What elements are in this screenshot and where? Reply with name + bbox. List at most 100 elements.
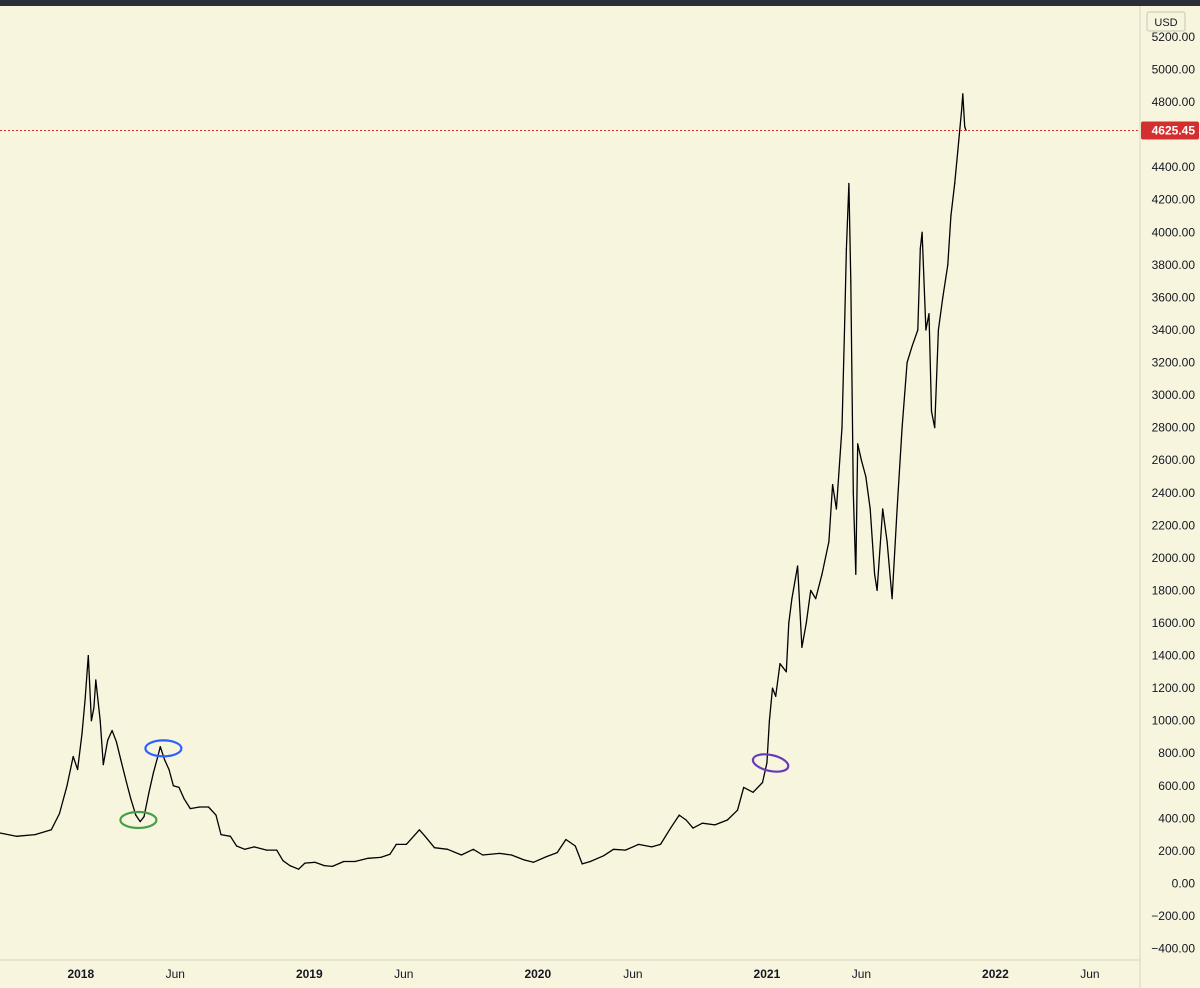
- price-tick-label: 0.00: [1172, 877, 1196, 891]
- price-point: [482, 854, 484, 856]
- price-point: [752, 791, 754, 793]
- price-tick-label: 1600.00: [1152, 616, 1196, 630]
- price-tick-label: 600.00: [1158, 779, 1195, 793]
- price-point: [736, 809, 739, 811]
- price-point: [266, 849, 268, 851]
- price-tick-label: 1400.00: [1152, 649, 1196, 663]
- price-point: [81, 733, 83, 735]
- price-point: [367, 857, 369, 859]
- price-point: [460, 854, 462, 856]
- plot-area[interactable]: [0, 6, 1140, 960]
- price-point: [921, 231, 923, 233]
- price-point: [850, 280, 852, 282]
- price-point: [714, 824, 716, 826]
- price-point: [354, 860, 356, 863]
- price-chart[interactable]: 5200.00 5000.00 4800.00 4400.00 4200.00 4000.…: [0, 6, 1200, 988]
- price-point: [418, 829, 420, 831]
- price-point: [87, 655, 89, 657]
- price-point: [701, 822, 704, 824]
- price-point: [911, 345, 913, 347]
- price-point: [314, 861, 316, 863]
- price-point: [788, 622, 790, 624]
- price-tick-label: −200.00: [1151, 909, 1195, 923]
- price-point: [766, 762, 768, 764]
- time-tick-label: 2022: [982, 967, 1009, 981]
- price-point: [99, 720, 101, 722]
- price-axis-panel[interactable]: [1140, 6, 1200, 988]
- price-point: [855, 573, 857, 575]
- price-point: [726, 819, 729, 821]
- price-point: [164, 759, 166, 761]
- price-point: [50, 829, 52, 831]
- price-point: [199, 806, 201, 808]
- price-point: [120, 759, 122, 761]
- blue-circle-marker: [144, 739, 183, 758]
- price-point: [651, 846, 653, 848]
- price-point: [139, 821, 141, 823]
- price-point: [954, 182, 956, 185]
- price-point: [815, 598, 817, 600]
- price-point: [950, 215, 952, 217]
- price-tick-label: 5200.00: [1152, 30, 1196, 44]
- price-tick-label: 3200.00: [1152, 356, 1196, 370]
- price-point: [395, 843, 397, 846]
- price-point: [612, 848, 615, 850]
- price-point: [66, 785, 68, 787]
- price-point: [84, 698, 86, 701]
- time-tick-label: 2019: [296, 967, 323, 981]
- price-point: [93, 707, 95, 709]
- price-point: [90, 720, 92, 722]
- price-point: [0, 832, 1, 834]
- price-point: [236, 845, 238, 847]
- price-tick-label: 800.00: [1158, 746, 1195, 760]
- price-point: [215, 814, 217, 816]
- price-point: [882, 508, 884, 510]
- price-point: [304, 862, 306, 864]
- price-point: [111, 729, 113, 732]
- price-point: [828, 541, 830, 543]
- price-point: [860, 459, 863, 461]
- price-point: [77, 768, 79, 771]
- price-tick-label: −400.00: [1151, 942, 1195, 956]
- price-point: [743, 786, 745, 789]
- price-point: [919, 248, 921, 250]
- price-tick-label: 3800.00: [1152, 258, 1196, 272]
- price-point: [876, 589, 878, 592]
- price-tick-label: 4800.00: [1152, 95, 1196, 109]
- price-point: [845, 248, 848, 250]
- price-point: [172, 785, 174, 787]
- price-tick-label: 4000.00: [1152, 225, 1196, 239]
- price-tick-label: 2800.00: [1152, 421, 1196, 435]
- price-point: [282, 860, 284, 862]
- price-point: [424, 835, 426, 837]
- price-point: [901, 427, 903, 429]
- currency-unit-box[interactable]: [1146, 11, 1186, 32]
- price-point: [229, 835, 231, 837]
- price-point: [670, 826, 672, 828]
- currency-unit-label: USD: [1154, 17, 1177, 29]
- price-point: [761, 781, 764, 784]
- price-point: [289, 865, 291, 867]
- price-point: [323, 865, 325, 867]
- price-point: [917, 329, 919, 331]
- price-point: [581, 863, 583, 865]
- price-point: [962, 93, 964, 95]
- price-point: [298, 868, 300, 870]
- price-point: [380, 856, 382, 859]
- price-point: [15, 835, 17, 837]
- green-circle-marker: [119, 810, 158, 830]
- price-point: [692, 827, 694, 829]
- price-point: [545, 856, 548, 858]
- price-point: [906, 361, 908, 364]
- time-tick-label: Jun: [394, 967, 413, 981]
- price-point: [143, 816, 145, 818]
- price-point: [659, 843, 662, 846]
- price-point: [843, 329, 846, 331]
- price-point: [183, 798, 185, 800]
- price-point: [244, 848, 246, 850]
- price-tick-label: 2000.00: [1152, 551, 1196, 565]
- price-tick-label: 3000.00: [1152, 388, 1196, 402]
- price-point: [135, 814, 137, 816]
- price-point: [925, 329, 927, 331]
- price-point: [805, 622, 807, 624]
